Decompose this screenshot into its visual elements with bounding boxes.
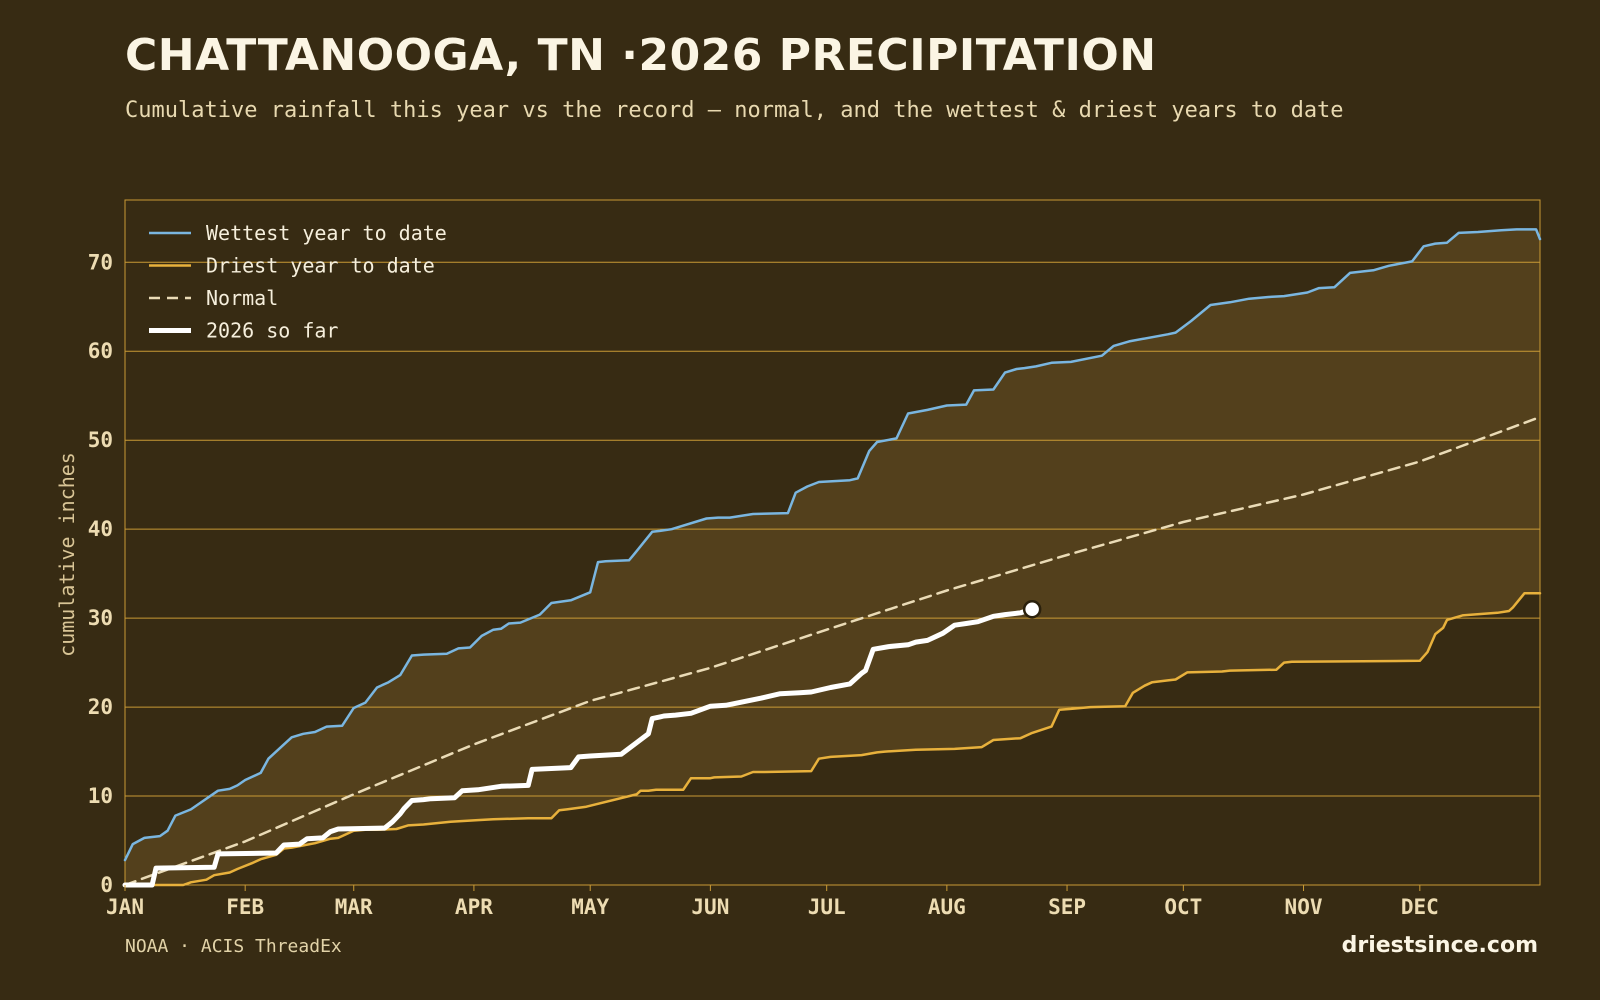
chart-subtitle: Cumulative rainfall this year vs the rec… [125, 98, 1344, 123]
footer-source: NOAA · ACIS ThreadEx [125, 936, 342, 957]
plot-frame [124, 199, 1541, 886]
legend-label: Driest year to date [206, 254, 435, 278]
x-tick-label: MAR [335, 895, 373, 919]
series-line-driest-year-to-date [123, 591, 1542, 887]
x-tick-label: OCT [1164, 895, 1202, 919]
x-tick-label: AUG [928, 895, 966, 919]
y-tick-label: 70 [88, 250, 113, 274]
current-point-marker [1022, 599, 1042, 619]
y-tick-label: 60 [88, 339, 113, 363]
y-tick-label: 20 [88, 695, 113, 719]
x-tick-label: JUL [808, 895, 846, 919]
x-tick-label: APR [455, 895, 493, 919]
x-tick-label: SEP [1048, 895, 1086, 919]
x-tick-label: JUN [691, 895, 729, 919]
series-line-wettest-year-to-date [123, 228, 1542, 862]
legend-label: Wettest year to date [206, 221, 447, 245]
x-tick-label: NOV [1285, 895, 1323, 919]
series-line-2026-so-far [122, 606, 1035, 888]
footer-brand-link[interactable]: driestsince.com [1341, 933, 1538, 958]
band-layer [125, 229, 1540, 885]
axes: 0 10 20 30 40 50 60 70 JAN FEB MAR APR MAY JUN JUL AUG S… [55, 250, 1439, 919]
legend-label: 2026 so far [206, 319, 338, 343]
series-line-normal [123, 415, 1542, 887]
x-tick-label: MAY [571, 895, 609, 919]
series-lines [122, 228, 1542, 888]
gridlines [124, 199, 1541, 886]
wet-dry-range-band [125, 229, 1540, 885]
y-tick-label: 30 [88, 606, 113, 630]
x-tick-label: FEB [226, 895, 264, 919]
y-tick-label: 10 [88, 784, 113, 808]
legend-label: Normal [206, 286, 278, 310]
x-tick-label: JAN [106, 895, 144, 919]
legend: Wettest year to date Driest year to date N… [149, 221, 447, 343]
y-axis-label: cumulative inches [55, 452, 79, 657]
chart-title: CHATTANOOGA, TN ·2026 PRECIPITATION [125, 30, 1157, 81]
x-tick-label: DEC [1401, 895, 1439, 919]
y-tick-label: 40 [88, 517, 113, 541]
y-tick-label: 50 [88, 428, 113, 452]
y-tick-label: 0 [100, 873, 113, 897]
